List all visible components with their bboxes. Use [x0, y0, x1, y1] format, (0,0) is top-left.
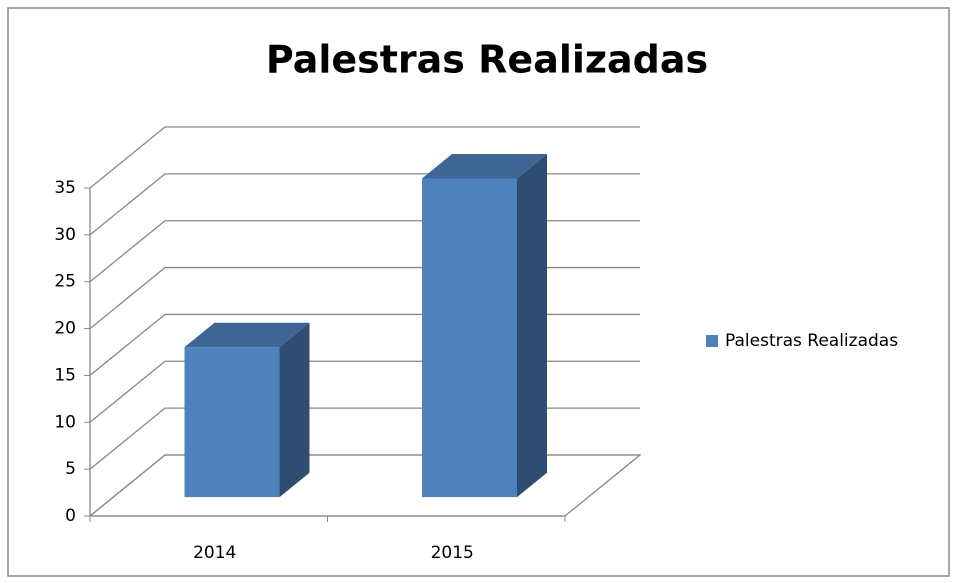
y-tick-label: 15 — [54, 365, 76, 385]
bar — [184, 347, 280, 498]
y-tick-label: 10 — [54, 412, 76, 432]
y-tick-label: 20 — [54, 319, 76, 339]
bar-side — [517, 154, 547, 498]
grid-line — [89, 126, 640, 189]
bar-side — [279, 322, 310, 498]
y-tick-label: 25 — [54, 272, 76, 292]
y-tick-label: 30 — [54, 225, 76, 245]
x-tick-label: 2014 — [193, 543, 236, 563]
y-tick-label: 5 — [65, 459, 76, 479]
bar-top — [422, 154, 547, 179]
x-tick-label: 2015 — [431, 543, 474, 563]
legend-label: Palestras Realizadas — [725, 331, 898, 351]
chart-title: Palestras Realizadas — [266, 38, 708, 82]
y-tick-label: 35 — [54, 178, 76, 198]
y-tick-label: 0 — [65, 506, 76, 526]
bar — [422, 178, 517, 498]
bar-top — [184, 322, 310, 348]
legend-swatch — [706, 335, 718, 347]
